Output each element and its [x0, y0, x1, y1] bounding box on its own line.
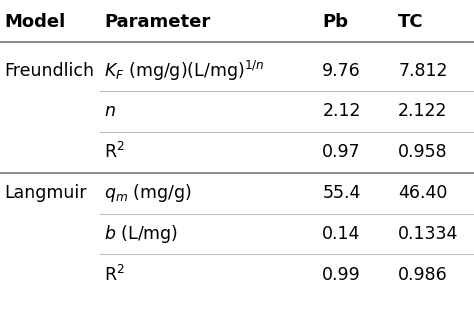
Text: $b$ (L/mg): $b$ (L/mg) — [104, 223, 178, 245]
Text: 2.122: 2.122 — [398, 102, 447, 121]
Text: Pb: Pb — [322, 13, 348, 31]
Text: 0.14: 0.14 — [322, 225, 361, 243]
Text: R$^2$: R$^2$ — [104, 265, 125, 285]
Text: $K_F$ (mg/g)(L/mg)$^{1/n}$: $K_F$ (mg/g)(L/mg)$^{1/n}$ — [104, 59, 265, 83]
Text: 2.12: 2.12 — [322, 102, 361, 121]
Text: $n$: $n$ — [104, 102, 116, 121]
Text: 0.958: 0.958 — [398, 143, 448, 161]
Text: TC: TC — [398, 13, 424, 31]
Text: 7.812: 7.812 — [398, 62, 447, 80]
Text: 0.986: 0.986 — [398, 266, 448, 284]
Text: R$^2$: R$^2$ — [104, 142, 125, 162]
Text: 46.40: 46.40 — [398, 184, 447, 202]
Text: 0.1334: 0.1334 — [398, 225, 458, 243]
Text: 0.99: 0.99 — [322, 266, 361, 284]
Text: Langmuir: Langmuir — [5, 184, 87, 202]
Text: Parameter: Parameter — [104, 13, 210, 31]
Text: 9.76: 9.76 — [322, 62, 361, 80]
Text: Model: Model — [5, 13, 66, 31]
Text: 0.97: 0.97 — [322, 143, 361, 161]
Text: Freundlich: Freundlich — [5, 62, 95, 80]
Text: $q_m$ (mg/g): $q_m$ (mg/g) — [104, 182, 192, 204]
Text: 55.4: 55.4 — [322, 184, 361, 202]
